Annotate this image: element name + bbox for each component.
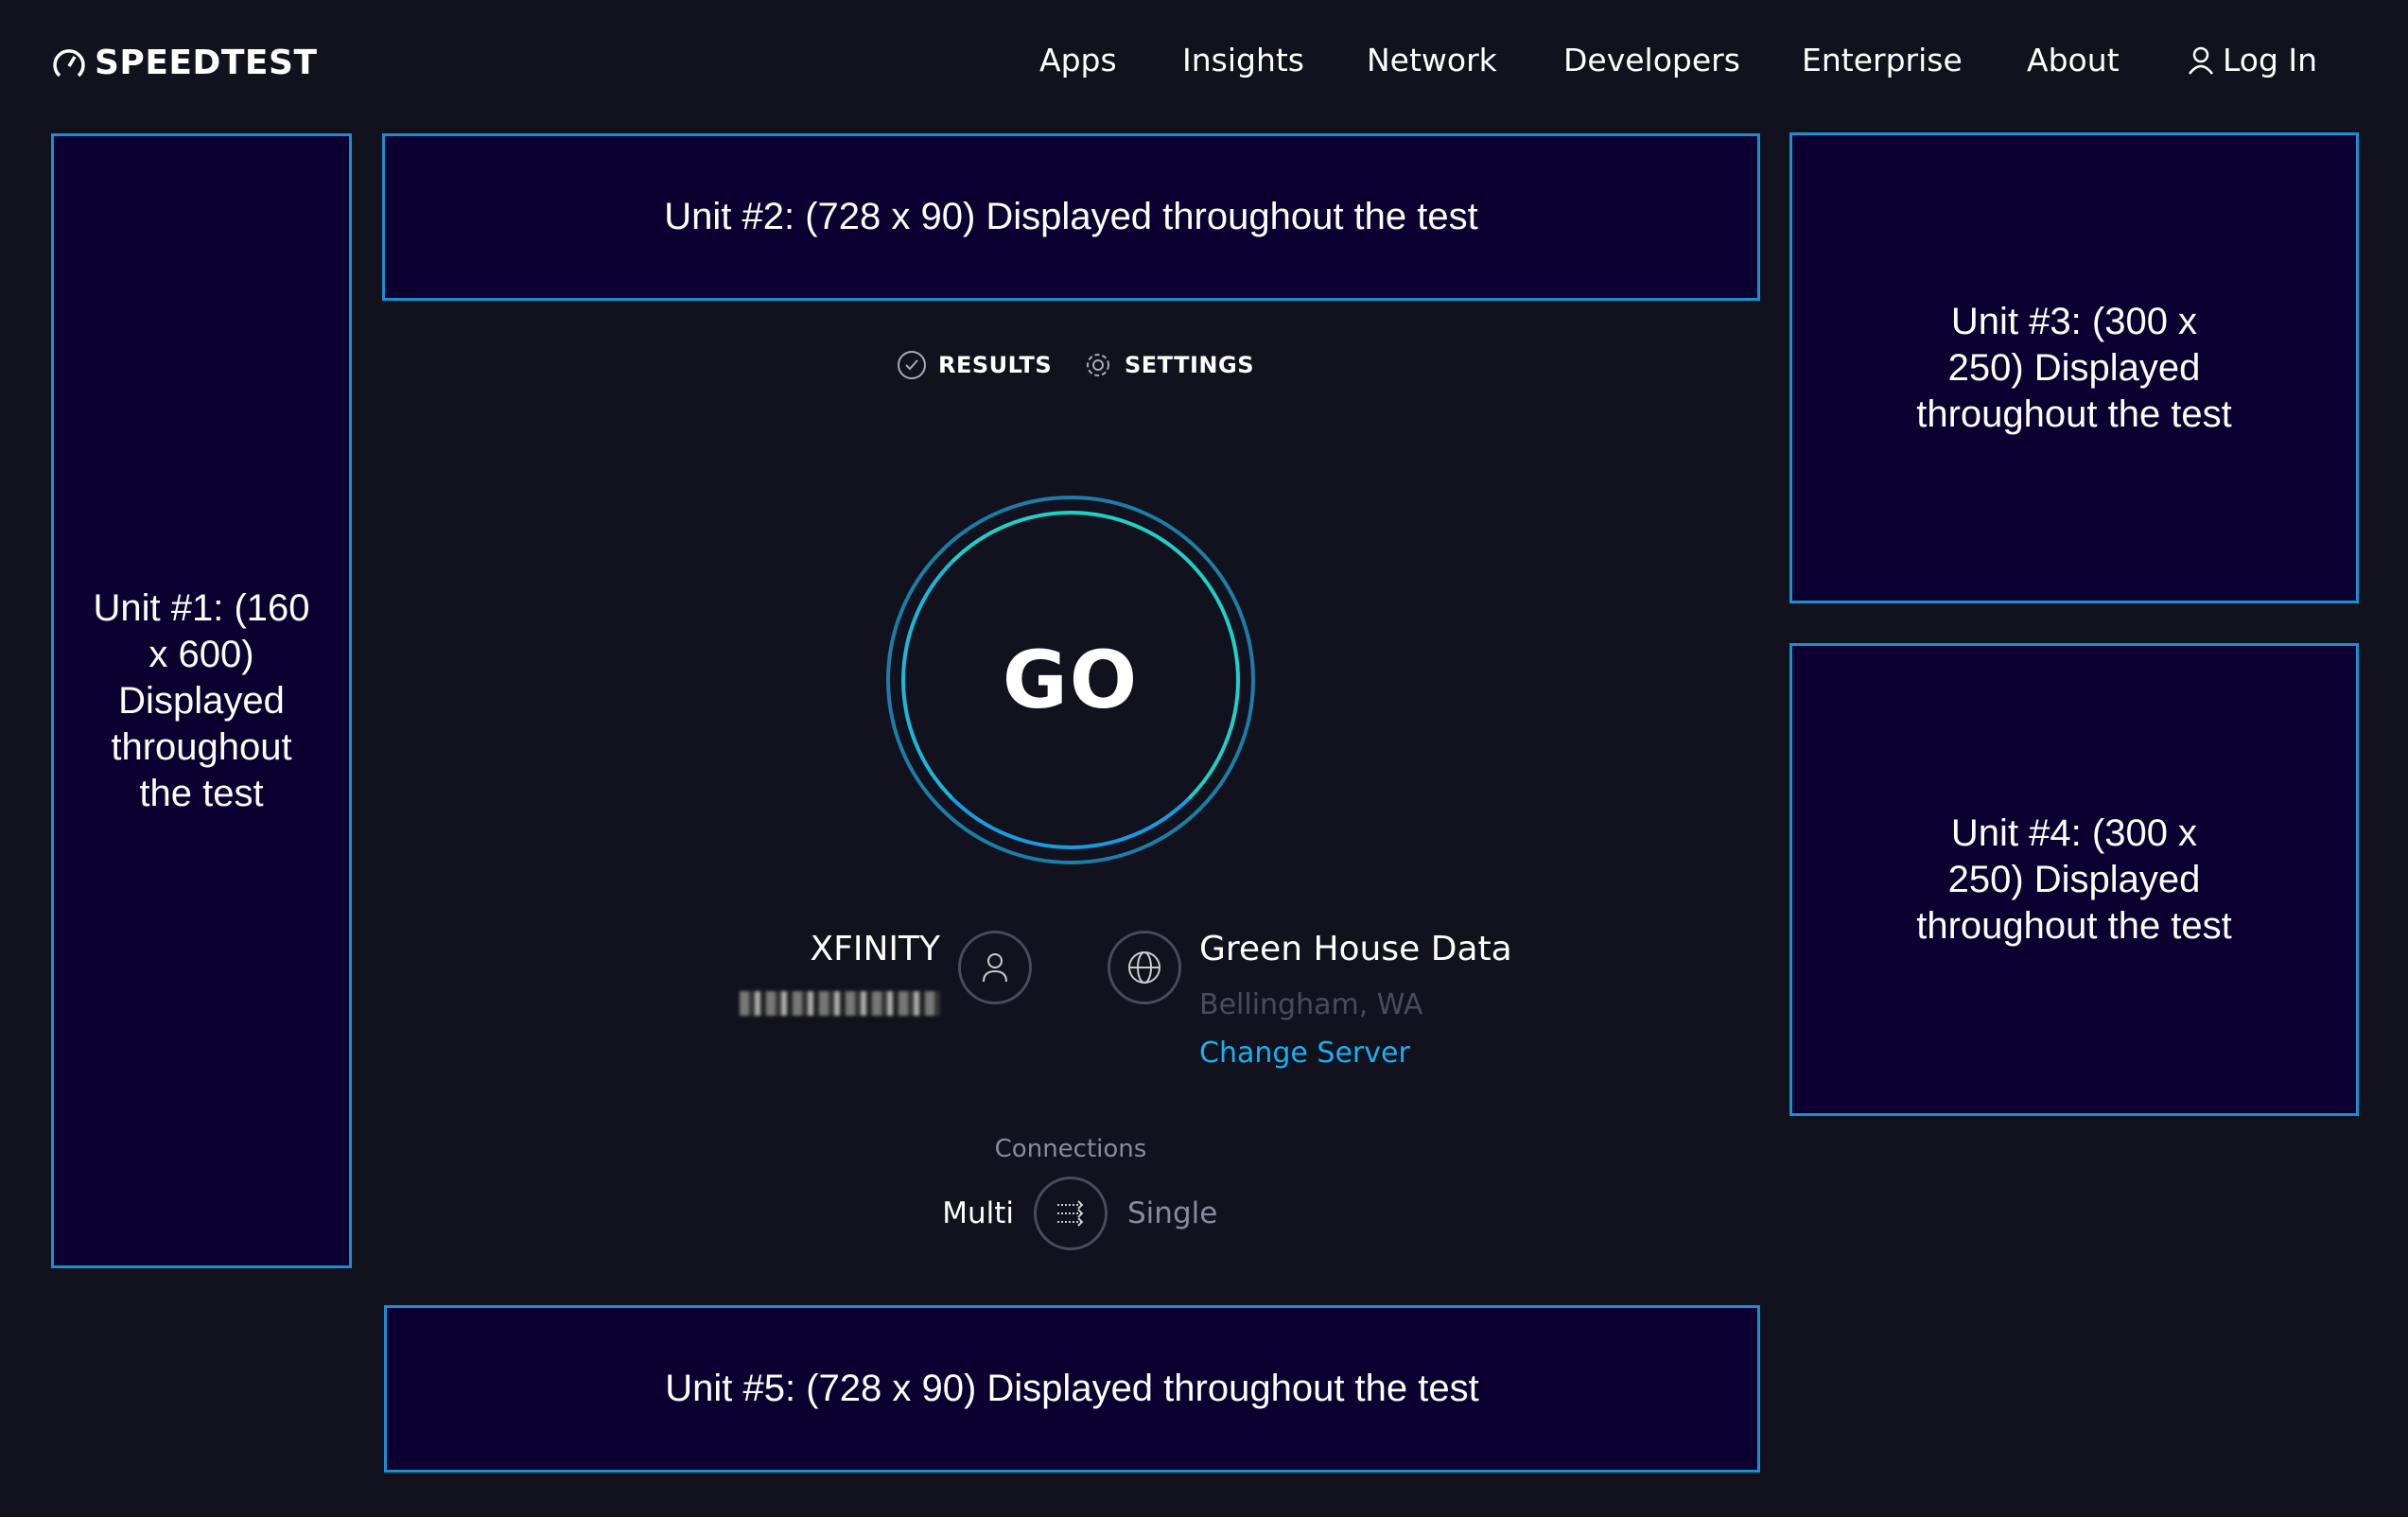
tab-results[interactable]: RESULTS	[897, 350, 1052, 380]
settings-label: SETTINGS	[1125, 352, 1254, 378]
isp-name: XFINITY	[810, 930, 940, 968]
go-label: GO	[1002, 634, 1140, 726]
speedtest-logo[interactable]: SPEEDTEST	[51, 44, 318, 82]
change-server-link[interactable]: Change Server	[1199, 1037, 1410, 1070]
go-outer-ring	[886, 496, 1255, 864]
tab-settings[interactable]: SETTINGS	[1083, 350, 1254, 380]
connections-label: Connections	[994, 1135, 1147, 1163]
results-label: RESULTS	[938, 352, 1053, 378]
login-link[interactable]: Log In	[2187, 42, 2317, 78]
connections-toggle[interactable]	[1034, 1177, 1108, 1250]
nav-enterprise[interactable]: Enterprise	[1802, 42, 1963, 78]
nav-apps[interactable]: Apps	[1039, 42, 1117, 78]
ad-unit-1[interactable]: Unit #1: (160 x 600) Displayed throughou…	[51, 133, 352, 1268]
login-label: Log In	[2223, 42, 2318, 78]
ad-unit-4[interactable]: Unit #4: (300 x 250) Displayed throughou…	[1789, 643, 2359, 1116]
single-option[interactable]: Single	[1127, 1196, 1218, 1230]
multi-option[interactable]: Multi	[942, 1196, 1014, 1230]
isp-user-icon	[958, 931, 1032, 1004]
nav-developers[interactable]: Developers	[1563, 42, 1740, 78]
user-icon	[2189, 46, 2213, 75]
logo-text: SPEEDTEST	[95, 44, 318, 82]
nav-network[interactable]: Network	[1367, 42, 1497, 78]
ad-unit-5[interactable]: Unit #5: (728 x 90) Displayed throughout…	[384, 1305, 1760, 1473]
arrows-icon	[1057, 1200, 1084, 1227]
ip-address-redacted: ██████████	[740, 991, 940, 1016]
globe-icon[interactable]	[1108, 931, 1181, 1004]
server-location: Bellingham, WA	[1199, 988, 1423, 1021]
server-name: Green House Data	[1199, 930, 1512, 968]
go-button[interactable]: GO	[901, 511, 1240, 849]
ad-unit-3[interactable]: Unit #3: (300 x 250) Displayed throughou…	[1789, 132, 2359, 603]
ad-unit-2[interactable]: Unit #2: (728 x 90) Displayed throughout…	[382, 133, 1760, 301]
gauge-icon	[53, 48, 85, 77]
check-circle-icon	[898, 351, 926, 379]
nav-insights[interactable]: Insights	[1182, 42, 1305, 78]
nav-about[interactable]: About	[2027, 42, 2120, 78]
gear-icon	[1087, 354, 1109, 376]
